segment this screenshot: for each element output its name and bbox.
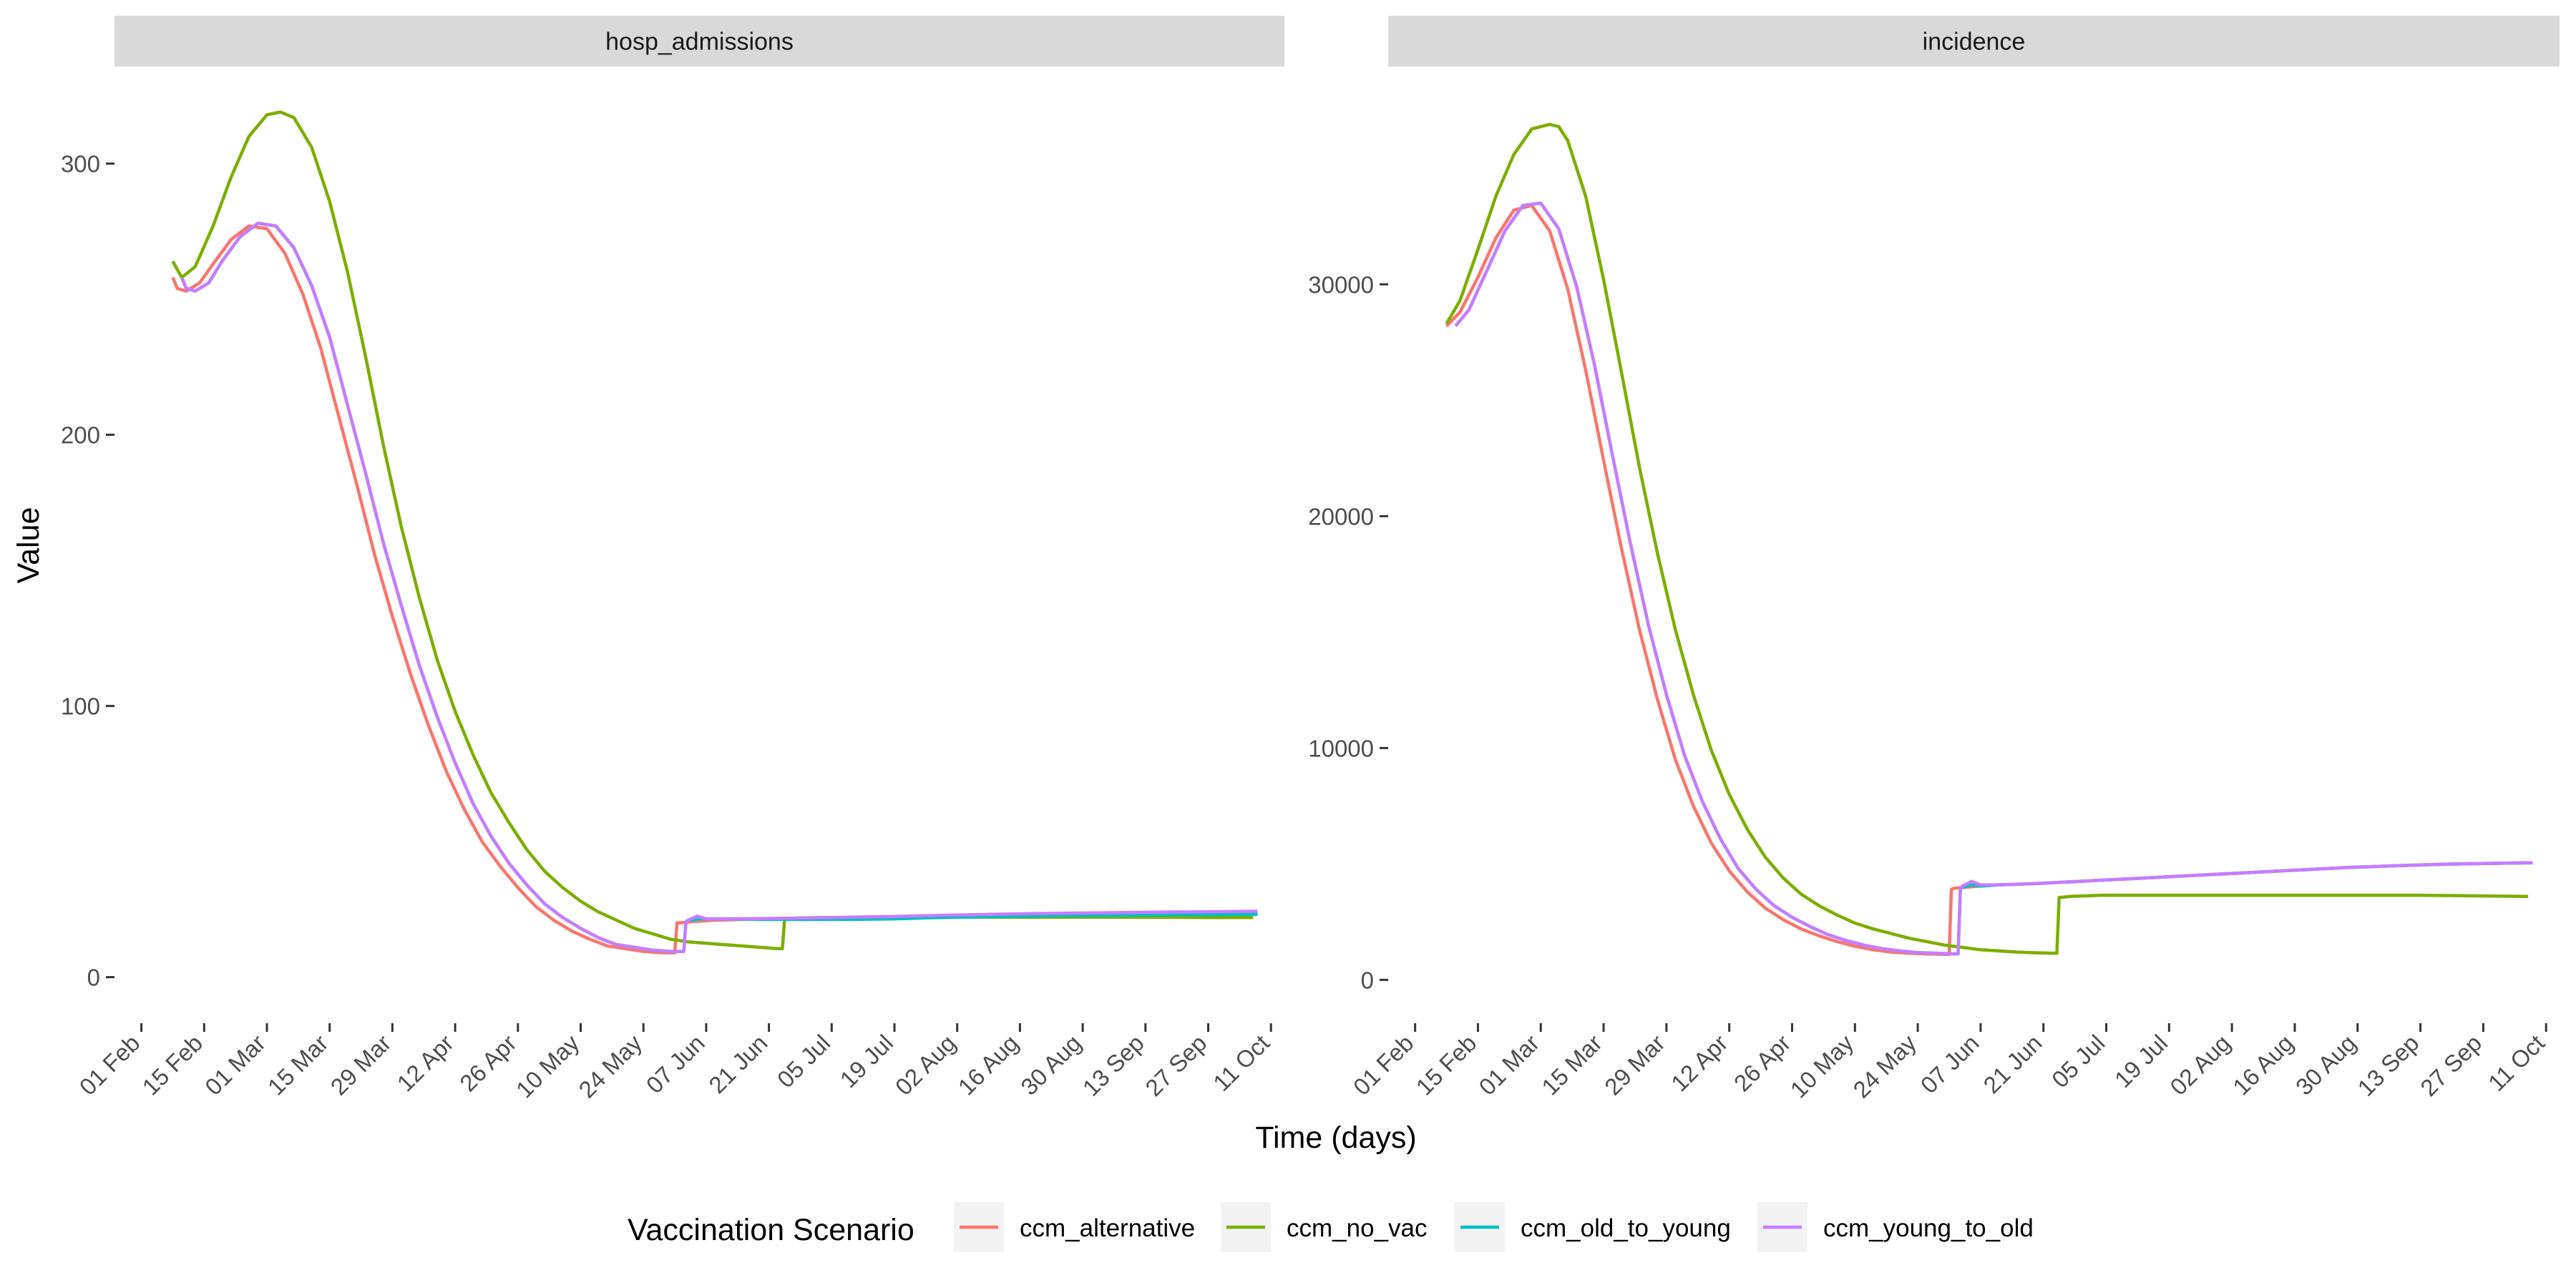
x-tick-label: 24 May (1848, 1029, 1921, 1103)
x-tick-label: 10 May (1785, 1029, 1859, 1103)
x-tick-label: 19 Jul (2109, 1030, 2172, 1093)
series-line-ccm-young-to-old (180, 221, 1258, 953)
x-tick-label: 27 Sep (2415, 1030, 2487, 1101)
y-tick-label: 100 (61, 693, 100, 720)
facet-strip-label: hosp_admissions (605, 29, 794, 56)
x-tick-label: 02 Aug (2165, 1030, 2235, 1101)
x-tick-label: 01 Feb (74, 1030, 145, 1101)
x-tick-label: 13 Sep (2352, 1030, 2424, 1101)
x-tick-label: 29 Mar (326, 1030, 396, 1101)
legend-label: ccm_old_to_young (1521, 1214, 1731, 1242)
x-tick-label: 21 Jun (1978, 1030, 2046, 1098)
legend-label: ccm_no_vac (1287, 1214, 1427, 1242)
legend-item-ccm-old-to-young: ccm_old_to_young (1455, 1202, 1731, 1252)
series-line-ccm-no-vac (171, 110, 1254, 951)
x-tick-label: 26 Apr (454, 1030, 522, 1097)
legend-label: ccm_young_to_old (1823, 1214, 2034, 1242)
facet-strip (114, 16, 1284, 67)
x-tick-label: 12 Apr (391, 1030, 459, 1097)
x-tick-label: 07 Jun (641, 1030, 710, 1098)
series-line-ccm-young-to-old (1454, 201, 2533, 956)
x-tick-label: 16 Aug (953, 1030, 1024, 1101)
legend-item-ccm-no-vac: ccm_no_vac (1221, 1202, 1427, 1252)
y-tick-label: 10000 (1308, 735, 1374, 761)
x-tick-label: 05 Jul (772, 1030, 835, 1093)
series-line-ccm-no-vac (1445, 122, 2529, 955)
x-tick-label: 15 Mar (263, 1030, 333, 1101)
x-tick-label: 07 Jun (1916, 1030, 1984, 1098)
x-tick-label: 15 Feb (1411, 1030, 1482, 1101)
series-line-ccm-alternative (1445, 203, 2529, 957)
y-axis-title: Value (11, 507, 46, 584)
x-tick-label: 29 Mar (1599, 1030, 1670, 1101)
x-tick-label: 05 Jul (2046, 1030, 2109, 1093)
x-tick-label: 11 Oct (2483, 1030, 2550, 1096)
series-line-ccm-alternative (171, 224, 1254, 955)
x-tick-label: 24 May (573, 1029, 647, 1103)
x-tick-label: 15 Mar (1536, 1030, 1607, 1101)
y-tick-label: 20000 (1308, 503, 1374, 530)
x-tick-label: 27 Sep (1140, 1030, 1211, 1101)
x-tick-label: 16 Aug (2228, 1030, 2298, 1101)
x-tick-label: 26 Apr (1729, 1030, 1796, 1097)
legend: Vaccination Scenario ccm_alternative ccm_… (628, 1202, 2034, 1252)
x-axis-title: Time (days) (1255, 1121, 1416, 1155)
facet-strip-label: incidence (1923, 29, 2026, 56)
series-line-ccm-old-to-young (1454, 201, 2533, 956)
x-tick-label: 01 Feb (1348, 1030, 1419, 1101)
y-tick-label: 0 (87, 965, 100, 991)
x-tick-label: 15 Feb (137, 1030, 208, 1101)
legend-label: ccm_alternative (1020, 1214, 1195, 1242)
x-tick-label: 30 Aug (1015, 1030, 1086, 1101)
legend-item-ccm-alternative: ccm_alternative (954, 1202, 1195, 1252)
series-line-ccm-old-to-young (180, 221, 1258, 953)
x-tick-label: 13 Sep (1078, 1030, 1149, 1101)
y-tick-label: 200 (61, 422, 100, 449)
x-tick-label: 01 Mar (1473, 1030, 1544, 1101)
y-tick-label: 30000 (1308, 271, 1374, 298)
x-tick-label: 11 Oct (1208, 1030, 1274, 1096)
x-tick-label: 21 Jun (703, 1030, 772, 1098)
y-tick-label: 300 (61, 151, 100, 177)
legend-title: Vaccination Scenario (628, 1213, 914, 1247)
y-tick-label: 0 (1361, 967, 1374, 993)
x-tick-label: 12 Apr (1666, 1030, 1733, 1097)
x-tick-label: 19 Jul (835, 1030, 898, 1093)
x-tick-label: 10 May (511, 1029, 585, 1103)
x-tick-label: 02 Aug (890, 1030, 961, 1101)
legend-item-ccm-young-to-old: ccm_young_to_old (1757, 1202, 2034, 1252)
facet-strip (1388, 16, 2560, 67)
x-tick-label: 01 Mar (200, 1030, 270, 1101)
x-tick-label: 30 Aug (2290, 1030, 2361, 1101)
